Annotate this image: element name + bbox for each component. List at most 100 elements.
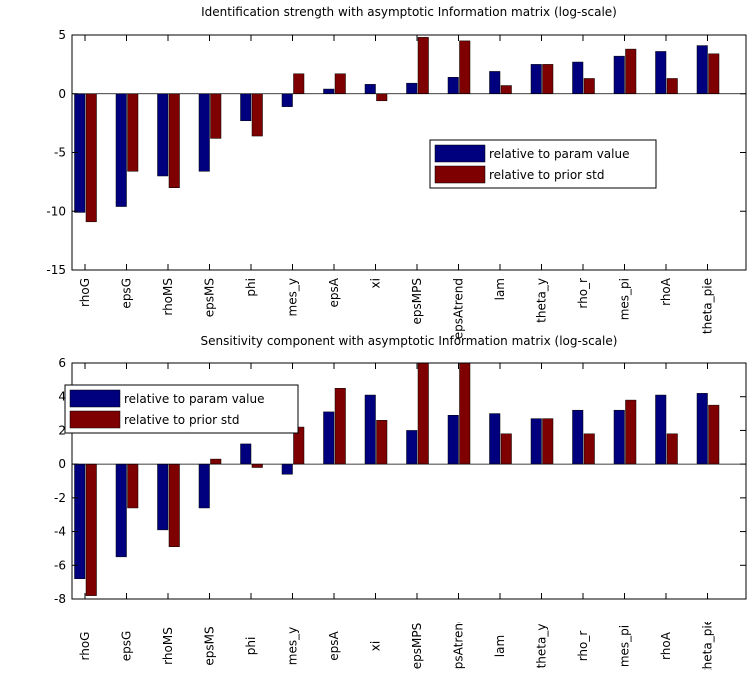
plot-area: Identification strength with asymptotic … [46,5,747,339]
bar [115,463,127,558]
x-tick-label: epsMPS [410,623,424,669]
x-tick-label: phi [244,278,258,297]
bar [323,88,335,95]
bar [168,463,180,547]
legend-label: relative to prior std [489,168,605,182]
bar [157,463,169,531]
bar [240,93,252,122]
y-tick-label: -4 [54,525,66,539]
legend-label: relative to param value [489,147,629,161]
bar [364,84,376,94]
bar [417,363,429,465]
y-tick-label: 4 [58,390,66,404]
y-tick-label: -15 [46,263,66,277]
chart-title: Identification strength with asymptotic … [201,5,617,19]
bar [406,430,418,465]
x-tick-label: epsG [120,631,134,662]
bar [281,463,293,475]
x-tick-labels: rhoG epsG rhoMS epsMS phi mes_y epsA xi epsMPS ep… [78,277,715,339]
y-tick-label: 2 [58,423,66,437]
axes-frame [71,362,747,600]
bar [459,40,471,94]
x-tick-label: lam [493,278,507,300]
y-tick-label: 0 [58,457,66,471]
bar [210,458,222,465]
bar [708,404,720,465]
x-tick-label: epsAtrend [452,278,466,339]
x-tick-label: theta_y [535,278,549,323]
bar [376,93,388,102]
bar [500,433,512,465]
x-tick-label: rhoG [78,632,92,661]
x-tick-label: mes_y [286,278,300,316]
x-tick-label: epsMS [203,278,217,317]
bar [572,409,584,465]
bar [364,394,376,465]
legend-label: relative to prior std [124,413,240,427]
bar [696,393,708,465]
plot-area: Sensitivity component with asymptotic In… [54,334,747,676]
bar [500,85,512,95]
legend-swatch [69,410,121,429]
bar [696,45,708,94]
legend: relative to param value relative to prior… [64,384,299,434]
x-tick-label: rhoMS [161,278,175,316]
legend-swatch [434,144,486,163]
bar [293,73,305,95]
bar [655,394,667,465]
x-tick-label: mes_y [286,627,300,665]
bar [613,55,625,94]
x-tick-label: rho_r [576,278,590,309]
bar [281,93,293,107]
legend-swatch [434,165,486,184]
bar [85,93,97,223]
x-tick-label: epsMPS [410,278,424,324]
bar [489,413,501,465]
bar [376,420,388,465]
legend: relative to param value relative to prior… [429,139,657,189]
x-tick-label: rho_r [576,631,590,662]
bar [127,463,139,509]
bar [74,463,86,580]
bar [530,418,542,465]
bar [459,363,471,465]
bar [572,61,584,95]
x-tick-labels: rhoG epsG rhoMS epsMS phi mes_y epsA xi epsMPS ep… [78,615,715,676]
chart-title: Sensitivity component with asymptotic In… [201,334,618,348]
legend-label: relative to param value [124,392,264,406]
y-tick-label: -5 [54,146,66,160]
bar [447,415,459,465]
bar [625,48,637,94]
x-tick-label: mes_pi [618,278,632,320]
x-tick-label: mes_pi [618,625,632,667]
bar [406,82,418,95]
bar [157,93,169,177]
bar [613,409,625,465]
bar [168,93,180,188]
bar [666,433,678,465]
bar [655,51,667,94]
bars [74,363,720,596]
x-tick-label: epsA [327,277,341,307]
y-tick-label: 5 [58,28,66,42]
x-tick-label: xi [369,641,383,651]
bar [625,399,637,465]
bar [334,73,346,95]
bar [542,64,554,94]
y-tick-label: -10 [46,204,66,218]
bar [251,463,263,468]
x-tick-label: epsAtrend [452,615,466,676]
bar [530,64,542,94]
x-tick-label: lam [493,635,507,657]
bar [666,78,678,94]
bar [127,93,139,172]
bar [251,93,263,137]
legend-swatch [69,389,121,408]
x-tick-label: theta_y [535,624,549,669]
y-tick-label: -2 [54,491,66,505]
x-tick-label: xi [369,278,383,288]
x-tick-label: phi [244,637,258,656]
bar [417,37,429,94]
x-tick-label: rhoA [659,277,673,306]
